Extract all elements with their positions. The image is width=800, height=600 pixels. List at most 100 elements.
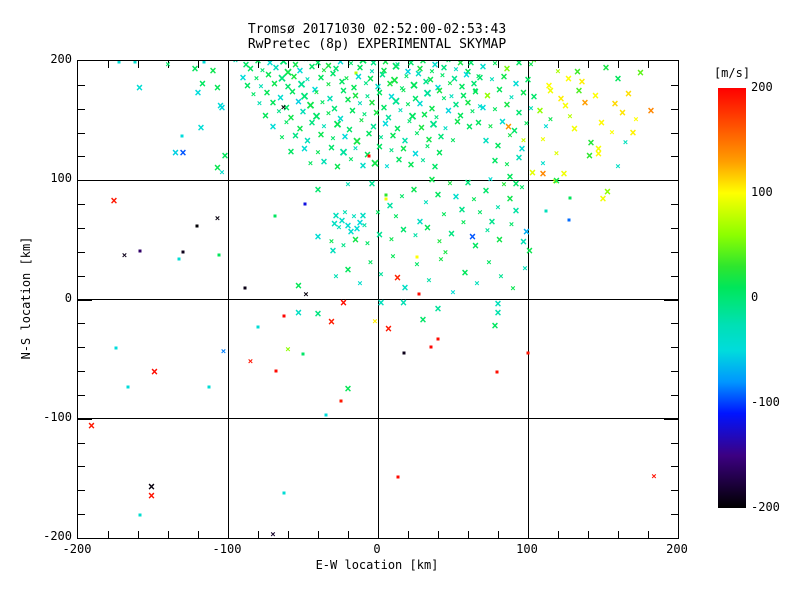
data-point: × bbox=[135, 80, 144, 95]
x-axis-label: E-W location [km] bbox=[315, 558, 439, 572]
x-tick bbox=[138, 531, 139, 538]
data-point: × bbox=[444, 103, 453, 118]
data-point: × bbox=[426, 275, 432, 286]
data-point: × bbox=[452, 189, 460, 204]
data-point: × bbox=[369, 67, 375, 78]
data-point: × bbox=[388, 235, 395, 246]
data-point: × bbox=[357, 99, 363, 110]
data-point: × bbox=[431, 60, 439, 72]
data-point: × bbox=[439, 70, 446, 81]
data-point bbox=[256, 325, 260, 329]
data-point: × bbox=[522, 263, 528, 274]
data-point: × bbox=[441, 210, 447, 221]
data-point bbox=[273, 214, 276, 218]
data-point: × bbox=[368, 95, 376, 110]
data-point: × bbox=[397, 106, 404, 117]
data-point: × bbox=[460, 218, 467, 229]
data-point: × bbox=[299, 86, 310, 105]
x-tick bbox=[588, 531, 589, 538]
data-point: × bbox=[288, 84, 297, 99]
data-point bbox=[415, 255, 419, 259]
data-point: × bbox=[445, 60, 452, 67]
data-point: × bbox=[389, 71, 400, 90]
data-point: × bbox=[294, 278, 303, 293]
data-point: × bbox=[458, 79, 466, 94]
data-point: × bbox=[377, 295, 385, 310]
y-tick bbox=[78, 108, 85, 110]
data-point: × bbox=[391, 60, 401, 75]
data-point: × bbox=[378, 269, 384, 280]
data-point bbox=[568, 196, 572, 200]
data-point: × bbox=[474, 115, 483, 130]
data-point bbox=[138, 513, 141, 517]
data-point: × bbox=[350, 80, 358, 95]
data-point: × bbox=[504, 119, 513, 134]
data-point: × bbox=[515, 105, 523, 120]
x-tick-label: 100 bbox=[516, 542, 538, 556]
data-point bbox=[384, 193, 387, 197]
data-point: × bbox=[329, 243, 337, 258]
y-tick bbox=[664, 299, 678, 301]
data-point: × bbox=[351, 212, 357, 223]
data-point: × bbox=[329, 66, 337, 81]
data-point: × bbox=[299, 104, 307, 119]
data-point: × bbox=[602, 60, 610, 75]
data-point: × bbox=[528, 165, 537, 180]
data-point: × bbox=[270, 529, 276, 539]
data-point: × bbox=[378, 67, 387, 82]
data-point: × bbox=[269, 119, 277, 134]
data-point: × bbox=[280, 102, 287, 113]
data-point: × bbox=[479, 60, 487, 74]
data-point: × bbox=[338, 142, 349, 161]
data-point: × bbox=[458, 202, 466, 217]
data-point: × bbox=[276, 107, 282, 118]
data-point: × bbox=[342, 207, 348, 218]
data-point: × bbox=[365, 126, 373, 141]
data-point: × bbox=[510, 284, 516, 295]
data-point: × bbox=[467, 60, 475, 70]
data-point: × bbox=[213, 80, 222, 95]
y-tick bbox=[671, 347, 678, 349]
data-point: × bbox=[501, 180, 507, 191]
data-point: × bbox=[471, 238, 480, 253]
data-point: × bbox=[317, 70, 325, 85]
data-point: × bbox=[416, 96, 424, 111]
data-point: × bbox=[404, 64, 412, 79]
data-point: × bbox=[510, 123, 519, 138]
data-point: × bbox=[414, 260, 420, 271]
data-point: × bbox=[395, 152, 403, 167]
data-point: × bbox=[495, 202, 501, 213]
data-point: × bbox=[361, 220, 368, 231]
data-point: × bbox=[519, 234, 528, 249]
data-point: × bbox=[353, 221, 361, 236]
data-point: × bbox=[399, 192, 405, 203]
x-tick bbox=[648, 531, 649, 538]
data-point: × bbox=[474, 279, 480, 290]
data-point: × bbox=[381, 116, 390, 131]
data-point bbox=[303, 202, 306, 206]
data-point: × bbox=[470, 76, 478, 91]
y-tick bbox=[671, 394, 678, 396]
data-point bbox=[384, 197, 387, 201]
data-point: × bbox=[585, 148, 594, 163]
data-point: × bbox=[450, 71, 459, 86]
data-point: × bbox=[232, 60, 239, 67]
data-point: × bbox=[426, 72, 435, 87]
x-tick bbox=[648, 61, 649, 68]
data-point: × bbox=[287, 110, 295, 125]
data-point: × bbox=[364, 238, 371, 249]
y-tick bbox=[671, 490, 678, 492]
data-point: × bbox=[375, 139, 384, 154]
data-point: × bbox=[354, 69, 363, 84]
data-point: × bbox=[291, 128, 300, 143]
data-point: × bbox=[386, 76, 394, 91]
y-tick bbox=[671, 132, 678, 134]
data-point: × bbox=[278, 60, 289, 71]
data-point: × bbox=[416, 214, 424, 229]
x-tick bbox=[288, 531, 289, 538]
data-point: × bbox=[469, 107, 476, 118]
data-point: × bbox=[285, 344, 291, 355]
data-point: × bbox=[332, 61, 340, 76]
data-point: × bbox=[284, 79, 292, 94]
data-point: × bbox=[311, 106, 322, 125]
